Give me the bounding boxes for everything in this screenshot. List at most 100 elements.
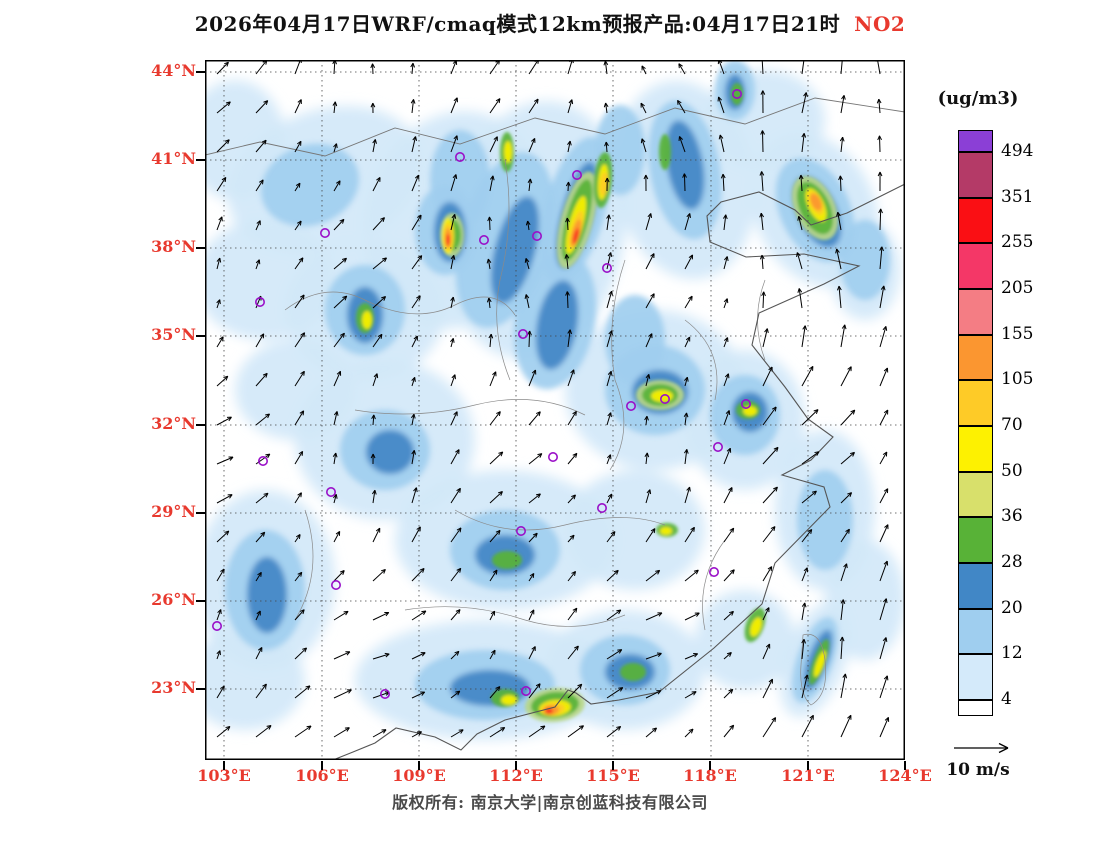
copyright-text: 版权所有: 南京大学|南京创蓝科技有限公司 [392,793,708,812]
wind-arrow [645,374,651,387]
wind-arrow [606,725,622,738]
wind-arrow [565,217,570,231]
wind-arrow [761,291,766,309]
wind-arrow [372,568,386,582]
wind-arrow [294,140,302,153]
lat-tick-label: 23°N [151,678,196,697]
lon-tick-label: 124°E [878,766,932,785]
wind-arrow [372,333,383,348]
wind-arrow [801,674,809,699]
wind-arrow [840,714,852,738]
city-marker [740,398,751,409]
wind-arrow [524,294,530,309]
city-marker [320,228,331,239]
wind-arrow [879,367,889,387]
wind-arrow [879,675,889,699]
concentration-blob [810,193,822,211]
wind-arrow [450,449,460,465]
province-border [800,633,827,706]
axis-tick [709,761,711,770]
wind-arrow [294,685,311,699]
wind-arrow [450,567,462,582]
map-frame [205,60,905,760]
lon-tick-label: 115°E [586,766,640,785]
wind-arrow [294,332,306,348]
wind-arrow [604,177,610,192]
colorbar-unit-label: (ug/m3) [937,88,1019,109]
wind-arrow [255,413,271,426]
colorbar-label: 205 [1001,278,1034,298]
wind-arrow [683,449,689,465]
wind-arrow [450,374,456,387]
colorbar-cell [958,471,993,518]
city-marker [531,231,542,242]
wind-arrow [411,610,427,621]
wind-arrow [372,489,377,504]
wind-arrow [255,100,269,114]
concentration-blob [565,470,705,590]
wind-arrow [372,652,390,660]
wind-arrow [255,333,265,348]
wind-arrow [216,257,222,270]
wind-arrow [840,409,856,426]
wind-arrow [606,290,613,309]
concentration-blob [731,83,743,105]
wind-arrow [370,102,376,114]
wind-arrow [760,130,765,153]
wind-arrow [683,412,689,426]
map-plot-area [205,60,905,760]
axis-tick [196,159,205,161]
axis-tick [196,247,205,249]
wind-arrow [489,98,501,114]
wind-arrow [643,174,649,192]
wind-arrow [216,177,227,192]
wind-arrow [489,411,501,426]
wind-arrow [879,716,890,738]
wind-arrow [678,136,686,153]
wind-arrow [723,527,735,543]
wind-arrow [332,452,338,465]
wind-arrow [294,534,301,543]
concentration-blob [572,228,580,244]
wind-arrow [372,296,387,309]
wind-arrow [411,295,421,309]
wind-arrow [762,486,778,504]
axis-tick [321,761,323,770]
wind-arrow [801,451,820,465]
wind-arrow [333,570,345,582]
wind-arrow [255,531,266,543]
city-marker [331,579,342,590]
wind-arrow [486,297,492,309]
wind-arrow [640,102,647,114]
lat-tick-label: 32°N [151,414,196,433]
lat-tick-label: 29°N [151,502,196,521]
wind-arrow [684,213,691,231]
wind-arrow [567,645,579,660]
wind-arrow [528,683,541,699]
axis-tick [196,335,205,337]
wind-arrow [801,567,809,582]
wind-arrow [294,492,302,504]
lat-tick-label: 44°N [151,61,196,80]
wind-scale-arrow-icon [954,742,1009,754]
wind-arrow [604,141,609,153]
wind-arrow [801,409,819,426]
city-marker [571,170,582,181]
wind-arrow [489,610,496,621]
city-marker [625,400,636,411]
colorbar-label: 105 [1001,369,1034,390]
wind-arrow [564,254,570,270]
concentration-blob [660,527,672,535]
wind-arrow [528,725,546,738]
wind-arrow [723,487,733,504]
concentration-blob [665,120,705,210]
wind-arrow [372,257,387,270]
wind-arrow [450,411,458,426]
wind-arrow [567,452,578,465]
concentration-blob [366,430,414,474]
wind-arrow [486,258,492,270]
wind-arrow [216,299,221,309]
wind-arrow [839,136,845,153]
wind-arrow [723,256,729,270]
wind-arrow [450,487,461,504]
